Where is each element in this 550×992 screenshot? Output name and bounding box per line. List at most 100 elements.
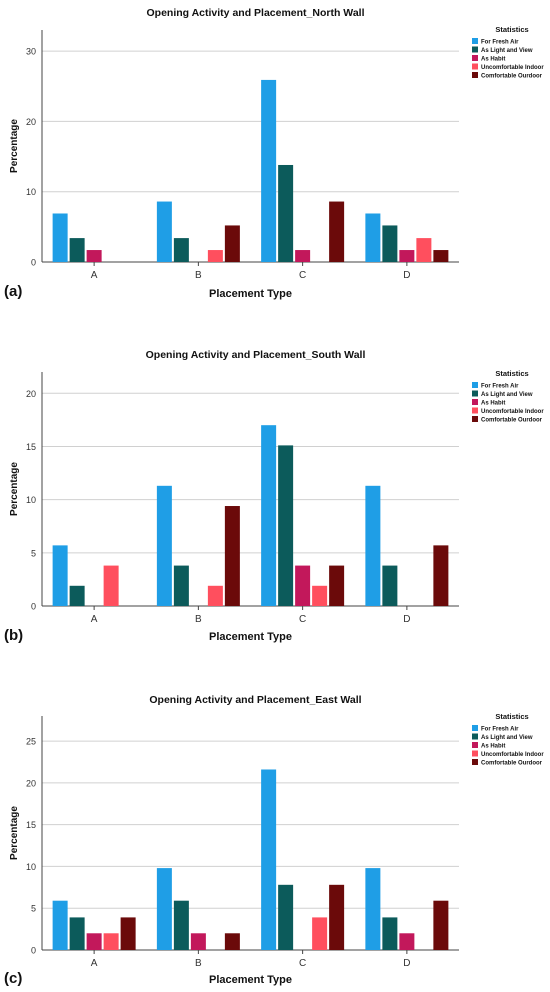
bar-B-series-1 [173,238,189,262]
legend-entry: As Light and View [481,48,533,54]
legend-entry: As Habit [481,401,505,407]
bar-A-series-0 [52,545,68,606]
x-tick-label: D [403,614,410,625]
legend-entry: For Fresh Air [481,384,519,390]
bar-A-series-0 [52,213,68,262]
bar-A-series-0 [52,900,68,950]
chart-panel-c: 0 5 10 15 20 25 A B C D Opening Activity and Place… [4,694,544,987]
bar-B-series-1 [173,900,189,950]
chart-title: Opening Activity and Placement_North Wal… [146,7,364,19]
y-tick-label: 20 [26,389,36,399]
legend-swatch [472,416,478,422]
bar-B-series-3 [207,250,223,262]
chart-title: Opening Activity and Placement_East Wall [149,694,361,706]
legend-title: Statistics [495,25,528,34]
bar-D-series-0 [365,868,381,950]
x-axis-label: Placement Type [209,631,292,643]
legend-swatch [472,72,478,78]
legend-title: Statistics [495,369,528,378]
bar-C-series-1 [278,164,294,262]
bar-B-series-0 [156,485,172,606]
y-tick-label: 30 [26,47,36,57]
bar-C-series-4 [329,201,345,262]
legend-entry: Comfortable Ourdoor [481,74,543,80]
bar-B-series-3 [207,585,223,606]
x-axis-label: Placement Type [209,974,292,986]
bar-D-series-1 [382,917,398,950]
legend-swatch [472,46,478,53]
bar-C-series-1 [278,884,294,950]
bar-A-series-1 [69,238,85,262]
bar-D-series-1 [382,565,398,606]
y-tick-label: 0 [31,946,36,956]
chart-panel-b: 0 5 10 15 20 A B C D Opening Activity and Placeme… [4,349,544,644]
bar-A-series-3 [103,565,119,606]
legend-swatch [472,750,478,757]
bar-D-series-3 [416,238,432,262]
x-tick-label: C [299,270,306,281]
legend-entry: Comfortable Ourdoor [481,761,543,767]
legend-entry: As Habit [481,57,505,63]
bar-D-series-4 [433,545,449,606]
y-axis-label: Percentage [9,806,20,860]
legend-swatch [472,742,478,748]
legend-title: Statistics [495,712,528,721]
bar-D-series-2 [399,250,415,262]
bar-C-series-2 [295,565,311,606]
bar-C-series-1 [278,445,294,606]
legend-entry: As Light and View [481,735,533,741]
bar-B-series-4 [224,933,240,950]
legend-swatch [472,55,478,61]
bar-A-series-1 [69,917,85,950]
bar-B-series-4 [224,225,240,262]
bar-C-series-4 [329,565,345,606]
x-tick-label: B [195,614,202,625]
x-tick-label: A [91,614,98,625]
bar-B-series-0 [156,201,172,262]
bar-D-series-4 [433,250,449,262]
y-tick-label: 10 [26,187,36,197]
x-tick-label: C [299,958,306,969]
y-tick-label: 0 [31,602,36,612]
legend-entry: Uncomfortable Indoor [481,409,544,415]
legend-swatch [472,407,478,414]
y-axis-label: Percentage [9,462,20,516]
chart-panel-a: 0 10 20 30 A B C D Opening Activity and Placemen… [4,7,544,300]
y-tick-label: 5 [31,548,36,558]
y-axis-label: Percentage [9,119,20,173]
legend-entry: Comfortable Ourdoor [481,418,543,424]
legend-entry: For Fresh Air [481,727,519,733]
legend-swatch [472,733,478,740]
bar-D-series-0 [365,213,381,262]
chart-title: Opening Activity and Placement_South Wal… [146,349,366,361]
legend-entry: As Habit [481,744,505,750]
bar-A-series-2 [86,250,102,262]
y-tick-label: 15 [26,820,36,830]
legend-swatch [472,399,478,405]
y-tick-label: 0 [31,258,36,268]
legend-swatch [472,759,478,765]
y-tick-label: 20 [26,117,36,127]
x-tick-label: D [403,270,410,281]
legend-entry: For Fresh Air [481,40,519,46]
y-tick-label: 10 [26,495,36,505]
bar-D-series-1 [382,225,398,262]
legend-swatch [472,63,478,70]
bar-B-series-0 [156,868,172,950]
y-tick-label: 5 [31,904,36,914]
y-tick-label: 20 [26,778,36,788]
bar-C-series-2 [295,250,311,262]
bar-A-series-4 [120,917,136,950]
bar-D-series-4 [433,900,449,950]
legend-swatch [472,725,478,731]
panel-label: (b) [4,627,23,644]
y-tick-label: 25 [26,737,36,747]
legend-entry: Uncomfortable Indoor [481,65,544,71]
bar-A-series-2 [86,933,102,950]
legend-entry: As Light and View [481,392,533,398]
x-tick-label: D [403,958,410,969]
y-tick-label: 10 [26,862,36,872]
bar-D-series-0 [365,485,381,606]
legend-swatch [472,390,478,397]
